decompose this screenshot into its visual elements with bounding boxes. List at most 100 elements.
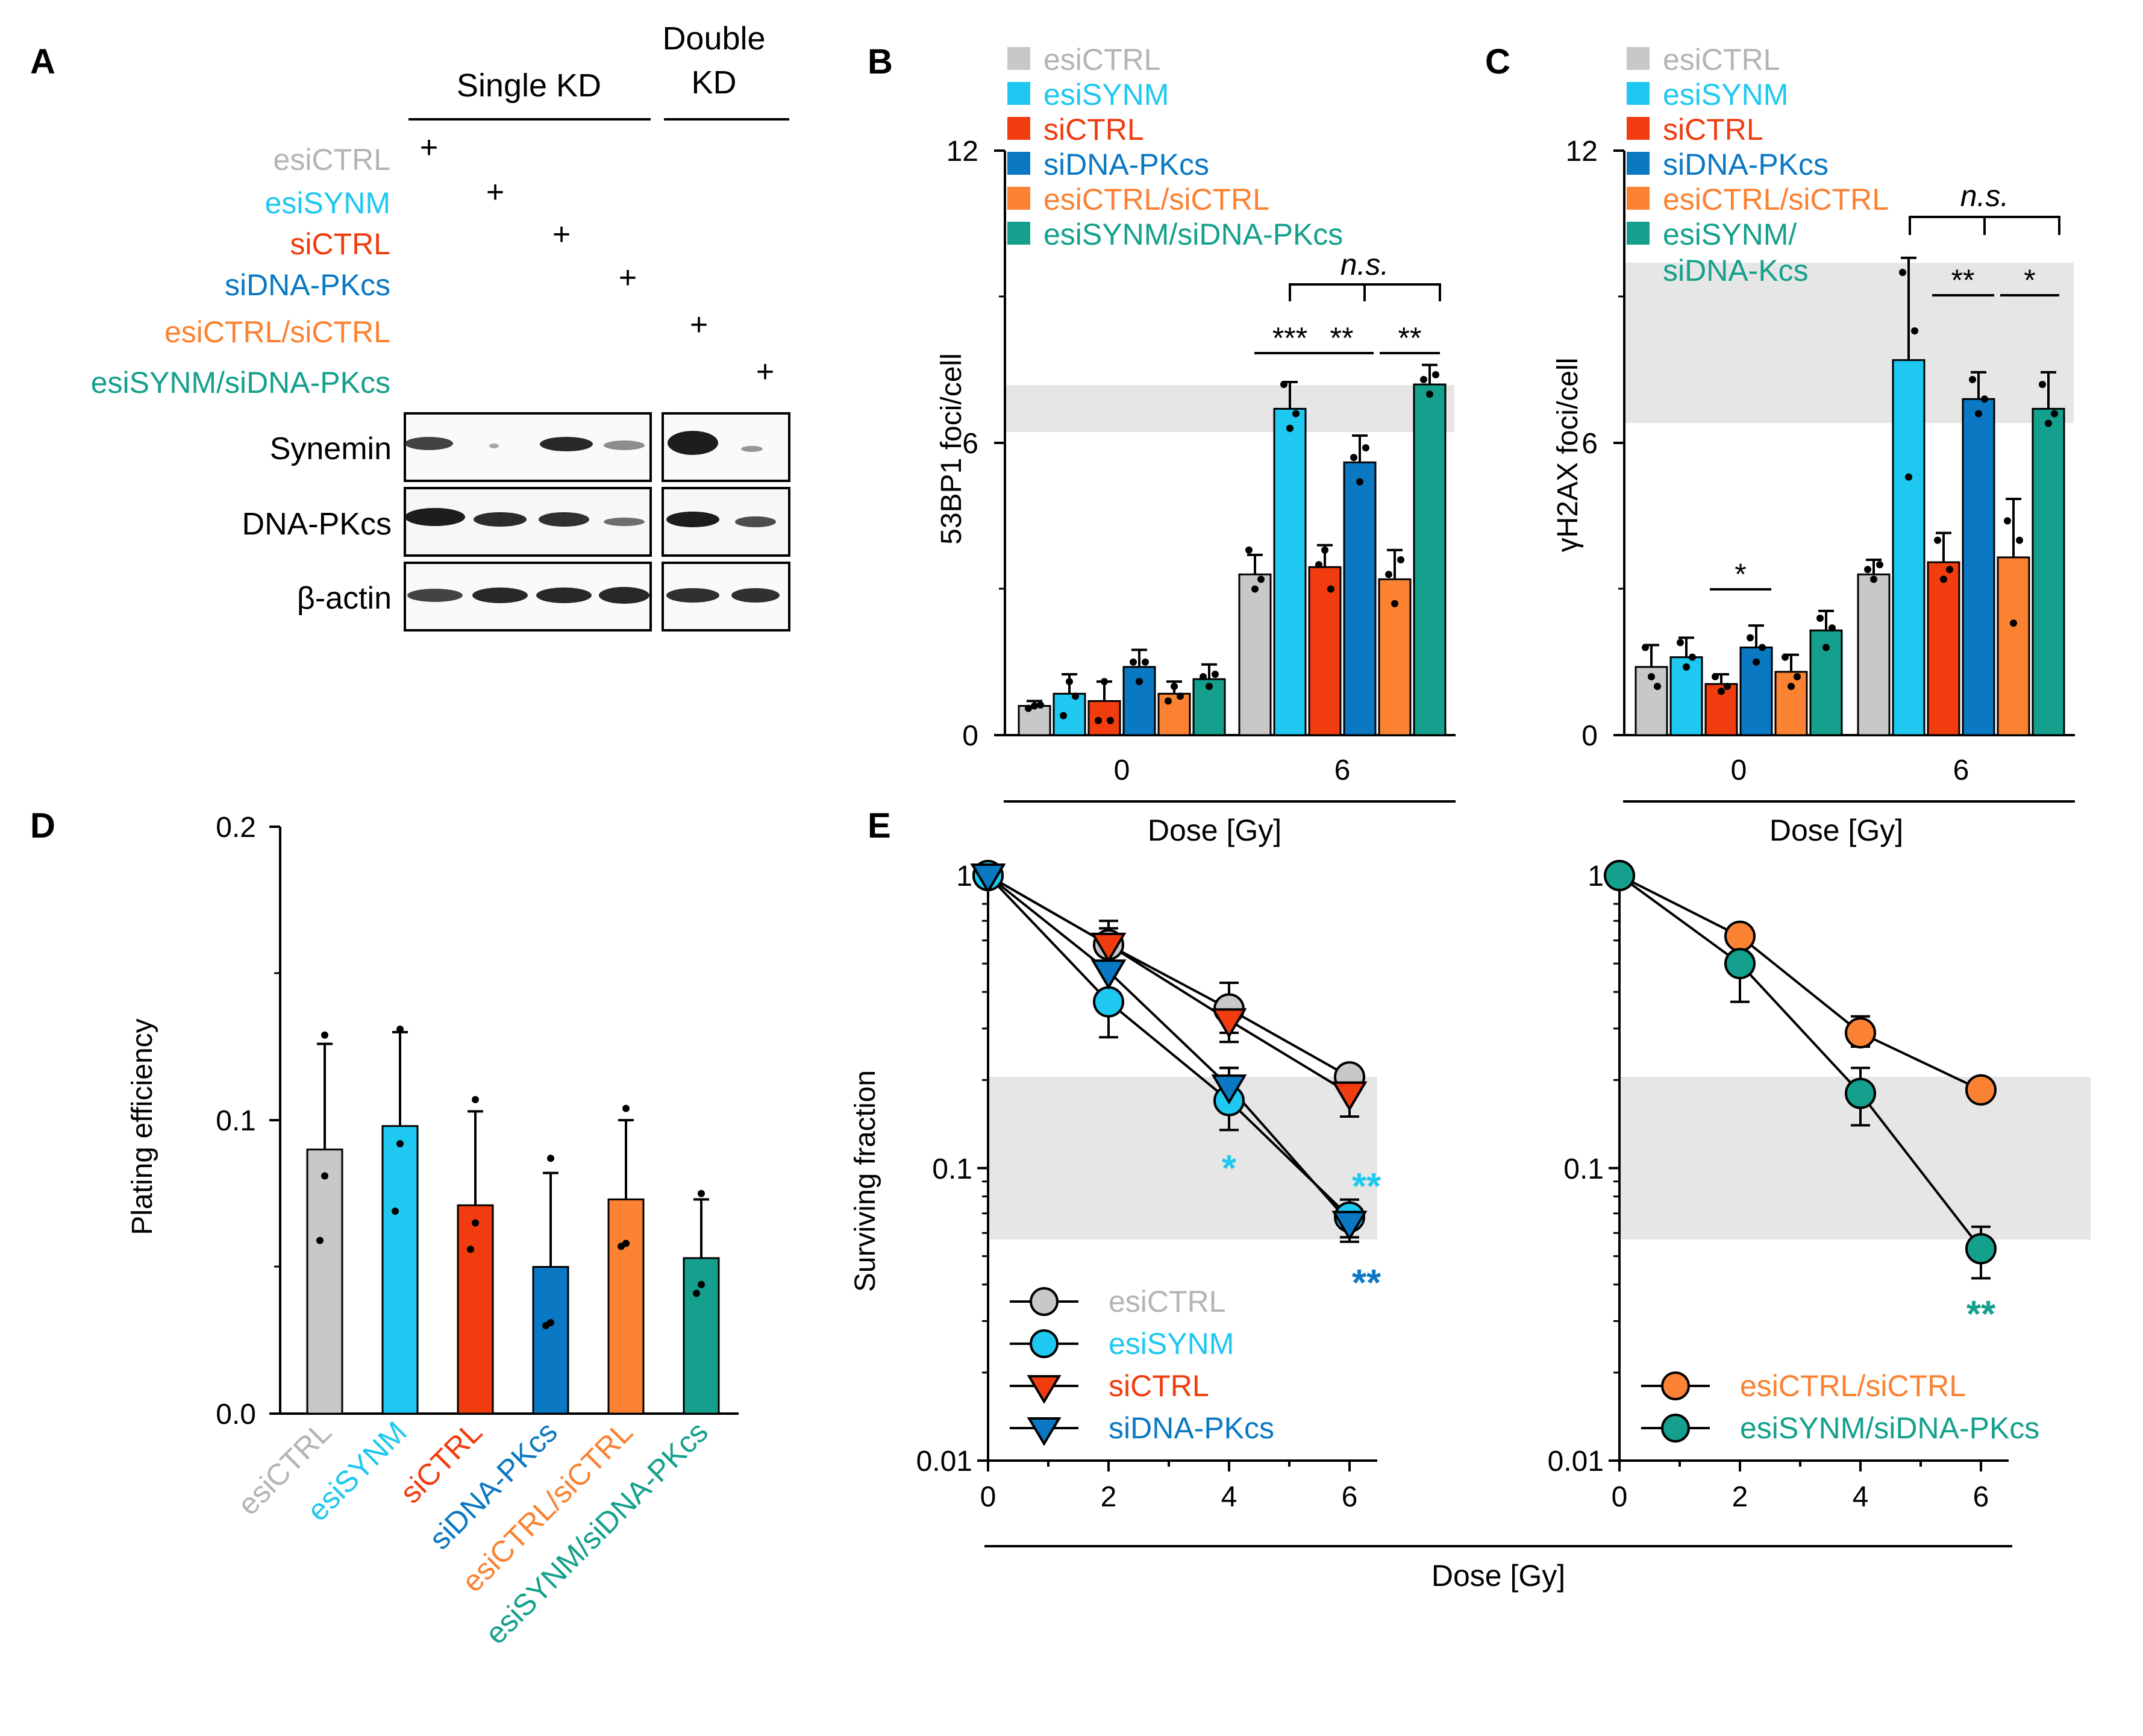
panel-c-legend-label-4: siDNA-PKcs	[1663, 148, 1829, 181]
band-actin-6	[731, 588, 780, 603]
bar-d-esictrl-sictrl	[607, 1198, 645, 1415]
dot-c-esictrl-0gy-3	[1654, 683, 1661, 691]
panel-b-xlabel: Dose [Gy]	[1148, 813, 1281, 847]
plus-lane-2: +	[486, 175, 504, 210]
bar-b-esisynm-0gy	[1053, 692, 1086, 736]
panel-c-band	[1624, 263, 2074, 423]
dot-c-sidna-pkcs-6gy-2	[1975, 410, 1982, 418]
panel-a: A Single KD Double KD esiCTRL esiSYNM si…	[30, 20, 790, 631]
band-dnapkcs-2	[474, 512, 527, 527]
bar-c-esisynm-sidna-pkcs-6gy	[2032, 407, 2065, 736]
panel-e-star-double-6gy: **	[1966, 1294, 1996, 1335]
panel-b: B 53BP1 foci/cell 0 6 12 0 6 Dose [Gy] e…	[868, 42, 1456, 847]
point-esisynm-sidna-pkcs-0gy	[1604, 860, 1635, 891]
panel-c-ns-bracket	[1909, 216, 2060, 235]
panel-b-legend-label-3: siCTRL	[1043, 113, 1144, 146]
dot-c-esisynm-0gy-2	[1683, 663, 1690, 671]
dot-c-esisynm-6gy-1	[1899, 269, 1906, 277]
panel-c-plot	[1635, 256, 2065, 736]
panel-e-right-xtick-label-6: 6	[1973, 1481, 1989, 1513]
dot-b-sidna-pkcs-0gy-2	[1136, 678, 1143, 686]
panel-b-legend-label-4: siDNA-PKcs	[1043, 148, 1209, 181]
panel-d-letter: D	[30, 806, 55, 845]
line-esisynm-sidna-pkcs	[1618, 874, 1982, 1250]
band-actin-3	[536, 588, 592, 603]
dot-c-sictrl-0gy-3	[1724, 683, 1731, 691]
panel-d-ytick-label-0: 0.0	[216, 1399, 256, 1430]
dot-c-esisynm-sidna-pkcs-6gy-3	[2051, 410, 2058, 418]
panel-e-legend-label-4: siDNA-PKcs	[1109, 1411, 1274, 1445]
panel-c-legend-swatch-2	[1627, 82, 1650, 105]
panel-e-left-xtick-label-2: 2	[1101, 1481, 1117, 1513]
dot-b-sictrl-6gy-3	[1327, 585, 1334, 593]
dot-c-esictrl-sictrl-0gy-2	[1788, 683, 1795, 691]
band-dnapkcs-1	[405, 508, 465, 526]
panel-e-legend-label-1: esiCTRL	[1109, 1285, 1225, 1318]
dot-c-esisynm-sidna-pkcs-6gy-2	[2045, 419, 2052, 427]
panel-b-legend-label-5: esiCTRL/siCTRL	[1043, 183, 1269, 216]
band-dnapkcs-5	[666, 512, 719, 527]
dot-d-esictrl-sictrl-1	[622, 1105, 630, 1112]
dot-b-esisynm-6gy-1	[1280, 381, 1287, 388]
band-dnapkcs-3	[539, 512, 589, 527]
panel-d-ylabel: Plating efficiency	[127, 1018, 158, 1235]
dot-c-esisynm-sidna-pkcs-0gy-3	[1829, 624, 1836, 632]
panel-c-legend-swatch-3	[1627, 117, 1650, 140]
dot-c-sictrl-6gy-3	[1946, 566, 1953, 574]
panel-e-left-ytick-label-001: 0.01	[916, 1446, 972, 1477]
dot-b-sictrl-0gy-3	[1107, 716, 1114, 724]
dot-d-esisynm-2	[396, 1139, 404, 1147]
panel-e-left-band	[988, 1077, 1377, 1239]
panel-e-legend-label-6: esiSYNM/siDNA-PKcs	[1740, 1411, 2039, 1445]
panel-e-right-xtick-label-0: 0	[1612, 1481, 1628, 1513]
point-esisynm-sidna-pkcs-6gy	[1965, 1233, 1997, 1265]
panel-e-legend-marker-3	[1027, 1375, 1062, 1404]
panel-e-left-xtick-label-4: 4	[1221, 1481, 1237, 1513]
panel-c-significance: * ** * n.s.	[1710, 179, 2060, 591]
dot-c-esisynm-6gy-3	[1911, 327, 1918, 335]
dot-d-sictrl-1	[472, 1095, 479, 1103]
bar-c-esictrl-sictrl-0gy	[1774, 671, 1808, 736]
dot-c-esictrl-0gy-1	[1642, 644, 1649, 651]
point-esisynm-2gy	[1093, 986, 1124, 1018]
condition-label-sidna-pkcs: siDNA-PKcs	[225, 268, 390, 302]
dot-c-sidna-pkcs-0gy-1	[1747, 634, 1754, 642]
dot-b-esictrl-sictrl-0gy-1	[1165, 697, 1172, 705]
dot-c-esisynm-sidna-pkcs-6gy-1	[2039, 381, 2046, 388]
panel-c-legend-label-5: esiCTRL/siCTRL	[1663, 183, 1889, 216]
blot-label-synemin: Synemin	[270, 431, 392, 466]
panel-c-legend-label-2: esiSYNM	[1663, 78, 1788, 111]
bar-c-sictrl-6gy	[1927, 561, 1960, 736]
condition-label-esictrl: esiCTRL	[274, 143, 390, 177]
panel-b-ytick-label-12: 12	[946, 136, 978, 168]
plus-lane-4: +	[619, 260, 637, 295]
dot-d-sidna-pkcs-3	[542, 1321, 549, 1329]
dot-d-esictrl-1	[321, 1031, 328, 1039]
panel-b-band	[1005, 385, 1454, 432]
bar-d-esisynm	[381, 1125, 419, 1415]
dot-d-esisynm-sidna-pkcs-1	[698, 1189, 705, 1197]
point-sictrl-2gy	[1090, 932, 1127, 963]
panel-e-right-xtick-label-4: 4	[1853, 1481, 1869, 1513]
panel-e-right-ytick-label-01: 0.1	[1563, 1153, 1604, 1185]
panel-e: E Surviving fraction 0.01 0.1 1 0 2 4 6 …	[849, 806, 2091, 1593]
dot-b-esictrl-0gy-1	[1025, 704, 1032, 712]
panel-b-ytick-label-6: 6	[962, 428, 978, 460]
dot-d-sidna-pkcs-1	[547, 1155, 554, 1162]
dot-c-sictrl-0gy-2	[1718, 688, 1725, 695]
dot-c-sictrl-0gy-1	[1712, 673, 1719, 680]
band-actin-5	[666, 588, 719, 603]
panel-e-letter: E	[868, 806, 891, 845]
band-synemin-4	[604, 440, 645, 450]
dot-b-esictrl-6gy-2	[1251, 585, 1259, 593]
panel-c-legend-label-6b: siDNA-Kcs	[1663, 254, 1809, 287]
bar-b-sidna-pkcs-6gy	[1343, 461, 1377, 736]
dot-c-esictrl-6gy-3	[1876, 561, 1883, 569]
panel-e-star-sidnapkcs-6gy: **	[1352, 1262, 1381, 1304]
double-kd-header-line1: Double	[662, 20, 765, 57]
bar-b-esisynm-sidna-pkcs-0gy	[1192, 678, 1226, 736]
panel-b-legend-swatch-5	[1007, 187, 1030, 210]
dot-c-esictrl-sictrl-6gy-2	[2010, 619, 2017, 627]
bar-d-esictrl	[306, 1148, 343, 1415]
dot-c-esisynm-0gy-1	[1677, 639, 1684, 647]
